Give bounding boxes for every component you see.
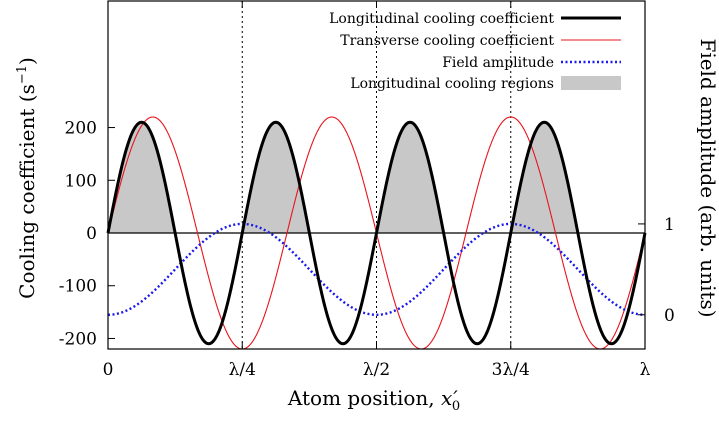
x-tick-label: λ bbox=[640, 360, 651, 380]
x-tick-label: 0 bbox=[103, 360, 114, 380]
y-tick-label-left: -100 bbox=[59, 277, 97, 297]
cooling-region-1 bbox=[108, 122, 176, 233]
y-axis-title-left: Cooling coefficient (s−1) bbox=[15, 57, 39, 299]
cooling-region-3 bbox=[376, 122, 444, 233]
legend-label: Longitudinal cooling coefficient bbox=[329, 11, 554, 27]
cooling-region-fills bbox=[108, 122, 578, 233]
cooling-region-2 bbox=[242, 122, 310, 233]
cooling-region-4 bbox=[510, 122, 578, 233]
y-tick-label-right: 1 bbox=[664, 215, 675, 235]
y-tick-label-left: -200 bbox=[59, 329, 97, 349]
longitudinal-cooling-curve bbox=[106, 120, 647, 346]
y-tick-label-left: 200 bbox=[65, 119, 97, 139]
legend-swatch bbox=[561, 76, 621, 90]
axis-ticks: 0 λ/4 λ/2 3λ/4 λ 200 100 0 -100 -200 1 0 bbox=[59, 1, 675, 380]
legend-label: Transverse cooling coefficient bbox=[340, 33, 554, 49]
field-amplitude-curve bbox=[107, 222, 646, 316]
y-tick-label-left: 0 bbox=[86, 224, 97, 244]
y-tick-label-left: 100 bbox=[65, 171, 97, 191]
x-tick-label: λ/4 bbox=[229, 360, 256, 380]
x-tick-label: 3λ/4 bbox=[492, 360, 530, 380]
curves bbox=[106, 116, 647, 350]
y-tick-label-right: 0 bbox=[664, 306, 675, 326]
legend-label: Longitudinal cooling regions bbox=[350, 76, 554, 92]
x-axis-title: Atom position, x′0 bbox=[287, 386, 460, 414]
x-tick-label: λ/2 bbox=[363, 360, 390, 380]
y-axis-title-right: Field amplitude (arb. units) bbox=[696, 38, 719, 317]
legend-label: Field amplitude bbox=[442, 55, 554, 71]
vertical-guide-lines bbox=[241, 1, 512, 349]
legend: Longitudinal cooling coefficient Transver… bbox=[329, 11, 621, 92]
